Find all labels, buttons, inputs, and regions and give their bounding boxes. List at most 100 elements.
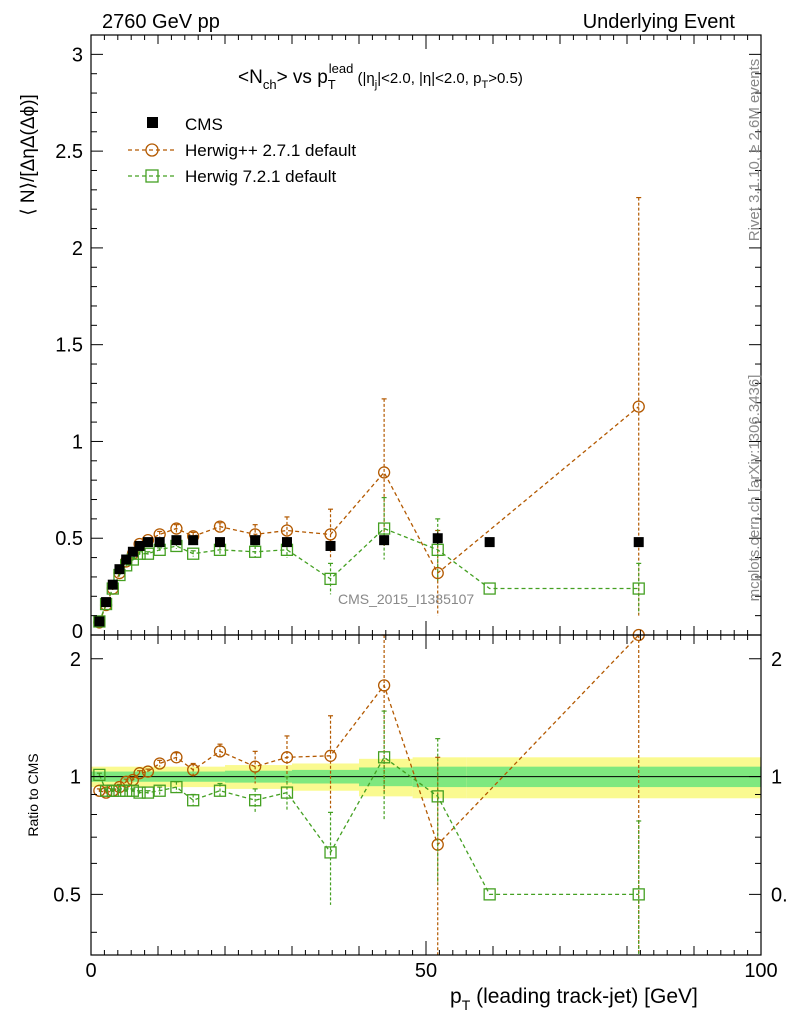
ratio-herwigpp-point: [324, 749, 337, 762]
main-herwig7-point: [187, 547, 200, 560]
main-y-tick-label: 3: [72, 44, 83, 66]
main-herwig7-point: [431, 543, 444, 556]
ratio-herwig7-point: [153, 784, 166, 797]
ratio-herwig7-point: [324, 846, 337, 859]
main-cms-point: [171, 535, 182, 546]
main-cms-point: [154, 537, 165, 548]
ratio-herwigpp-point: [248, 760, 262, 773]
main-herwig7-point: [141, 547, 155, 560]
x-tick-label: 0: [85, 960, 96, 982]
main-herwigpp-point: [632, 400, 645, 413]
main-cms-point: [134, 540, 145, 551]
main-y-tick-label: 0: [72, 621, 83, 643]
main-y-tick-label: 0.5: [55, 528, 83, 550]
main-y-tick-label: 1: [72, 431, 83, 453]
main-herwigpp-point: [213, 520, 227, 533]
header-left: 2760 GeV pp: [102, 11, 220, 33]
main-herwig7-point: [632, 582, 645, 595]
main-herwigpp-line: [98, 406, 640, 623]
ratio-herwigpp-point: [170, 751, 183, 764]
ratio-y-tick-label-left: 2: [70, 649, 81, 671]
main-herwig7-point: [483, 582, 496, 595]
main-cms-point: [127, 546, 138, 557]
rivet-version-label: Rivet 3.1.10, ≥ 2.6M events: [746, 59, 763, 242]
ratio-herwig7-point: [99, 784, 113, 797]
ratio-y-axis-title: Ratio to CMS: [25, 753, 41, 836]
main-cms-point: [214, 537, 225, 548]
ratio-herwig7-point: [483, 888, 496, 901]
main-herwig7-point: [324, 572, 337, 586]
main-herwig7-point: [377, 522, 391, 535]
main-cms-point: [633, 537, 644, 548]
main-cms-point: [484, 537, 495, 548]
ratio-herwig7-point: [377, 751, 391, 764]
main-cms-point: [142, 537, 153, 548]
ratio-herwig7-point: [133, 786, 146, 799]
analysis-watermark: CMS_2015_I1385107: [338, 591, 474, 607]
main-cms-point: [325, 540, 336, 551]
main-cms-point: [114, 564, 125, 575]
x-tick-label: 100: [744, 960, 777, 982]
main-herwigpp-point: [170, 522, 183, 535]
x-tick-label: 50: [415, 960, 437, 982]
main-cms-point: [379, 535, 390, 546]
plot-title: <Nch> vs pTlead (|ηj|<2.0, |η|<2.0, pT>0…: [238, 61, 523, 92]
main-cms-point: [107, 579, 118, 590]
ratio-herwigpp-line: [99, 634, 640, 846]
x-axis-title: pT (leading track-jet) [GeV]: [450, 985, 698, 1013]
ratio-y-tick-label-left: 0.5: [53, 884, 81, 906]
main-y-axis-title: ⟨ N⟩/[ΔηΔ(Δϕ)]: [18, 94, 39, 216]
header-right: Underlying Event: [583, 11, 736, 33]
ratio-herwigpp-point: [120, 775, 133, 788]
ratio-herwig7-point: [120, 784, 133, 797]
ratio-y-tick-label-right: 2: [771, 649, 782, 671]
ratio-herwig7-point: [632, 888, 645, 901]
ratio-herwig7-point: [431, 790, 444, 803]
ratio-herwig7-point: [248, 794, 262, 807]
main-herwigpp-point: [377, 466, 391, 479]
main-herwig7-point: [248, 545, 262, 558]
legend-marker-herwigpp: [145, 143, 159, 157]
legend-label-cms: CMS: [185, 115, 223, 134]
ratio-y-tick-label-right: 0.5: [771, 884, 786, 906]
series-layer: [93, 196, 645, 955]
ratio-herwigpp-point: [187, 763, 200, 777]
legend-marker-herwig7: [145, 169, 159, 183]
ratio-herwig7-point: [280, 786, 294, 799]
main-y-tick-label: 2: [72, 238, 83, 260]
ratio-herwig7-point: [106, 784, 119, 797]
mcplots-label: mcplots.cern.ch [arXiv:1306.3436]: [746, 375, 763, 602]
ratio-y-tick-label-left: 1: [70, 767, 81, 789]
ratio-herwigpp-point: [280, 751, 294, 764]
main-herwigpp-point: [431, 566, 444, 580]
legend-marker-cms: [147, 117, 158, 128]
main-herwig7-point: [93, 615, 106, 628]
ratio-herwig7-point: [113, 784, 126, 797]
main-herwigpp-point: [280, 524, 294, 537]
ratio-herwig7-point: [187, 794, 200, 807]
ratio-herwigpp-point: [133, 767, 146, 780]
legend-label-herwigpp: Herwig++ 2.7.1 default: [185, 141, 356, 160]
ratio-herwigpp-point: [377, 679, 391, 692]
legend-label-herwig7: Herwig 7.2.1 default: [185, 167, 336, 186]
axes-layer: 0 0.5 1 1.5 2 2.5 3 0 50 100 0.5 0.5 1 1 2 2: [53, 34, 786, 982]
ratio-herwig7-point: [213, 784, 227, 797]
main-herwigpp-point: [324, 528, 337, 541]
ratio-herwigpp-point: [153, 757, 166, 770]
main-cms-point: [281, 537, 292, 548]
main-cms-point: [121, 554, 132, 565]
ratio-herwigpp-point: [213, 745, 227, 758]
main-y-tick-label: 2.5: [55, 141, 83, 163]
ratio-herwigpp-point: [141, 765, 155, 778]
ratio-herwig7-point: [93, 768, 106, 782]
ratio-herwig7-point: [170, 780, 183, 794]
ratio-y-tick-label-right: 1: [771, 767, 782, 789]
main-cms-point: [188, 535, 199, 546]
main-y-tick-label: 1.5: [55, 335, 83, 357]
ratio-herwig7-point: [141, 786, 155, 799]
main-cms-point: [101, 597, 112, 608]
main-cms-point: [94, 616, 105, 627]
main-cms-point: [432, 533, 443, 544]
legend: CMS Herwig++ 2.7.1 default Herwig 7.2.1 …: [128, 115, 356, 186]
